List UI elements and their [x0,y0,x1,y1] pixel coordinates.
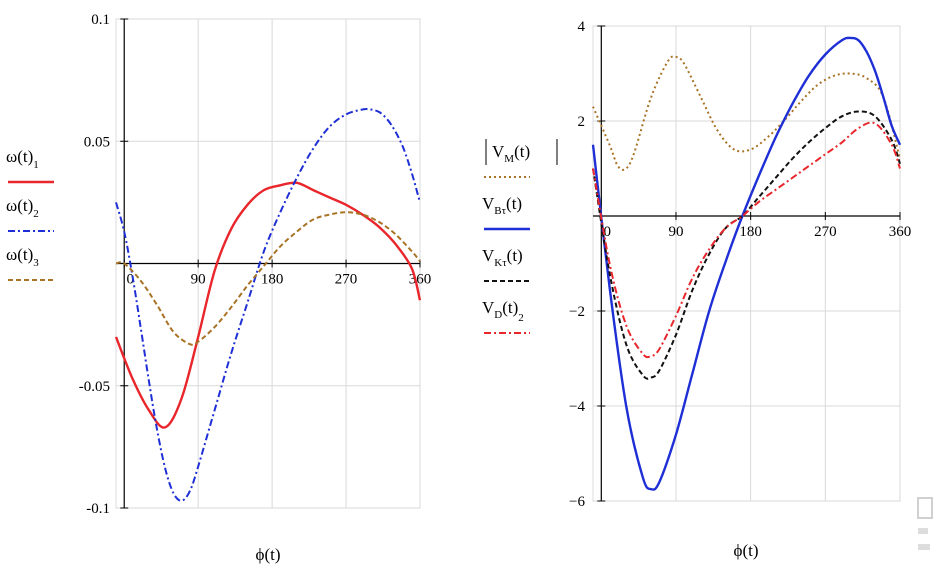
watermark-glyph [918,528,928,534]
y-tick-label: 0.05 [84,134,110,150]
x-tick-labels: 0 90 180 270 360 [126,272,431,288]
axes [116,18,421,509]
legend-subscript: 3 [33,257,39,269]
y-tick-labels: 0.1 0.05 -0.05 -0.1 [79,12,110,517]
legend-label: ω(t)3 [6,245,39,269]
y-tick-labels: 4 2 −2 −4 −6 [569,19,585,510]
legend-subscript: 1 [33,159,39,171]
x-tick-label: 0 [604,224,612,240]
watermark-glyph [917,497,933,519]
series-line-1 [114,181,422,429]
series-line-3 [592,110,901,380]
gridlines [593,25,901,502]
legend-label: VD(t)2 [482,298,524,324]
gridlines [116,18,421,509]
series-line-2 [591,36,902,491]
legend-name: V [482,298,495,317]
series-line-4 [592,121,901,359]
legend: VM(t)VBτ(t)VKτ(t)VD(t)2 [482,139,558,334]
series-line-3 [115,211,421,346]
x-tick-label: 360 [409,272,432,288]
omega-plot: 0.10.05-0.05-0.1 0 90 180 270 360 ω(t)1ω(t)2… [6,12,431,564]
x-tick-labels: 0 90 180 270 360 [604,224,912,240]
y-tick-label: −4 [569,399,585,415]
legend-name: ω(t) [6,245,33,264]
legend-subscript: Kτ [494,257,507,269]
y-tick-label: 2 [578,114,586,130]
legend-name: ω(t) [6,147,33,166]
series-line-1 [592,55,901,171]
legend-subscript: M [504,153,514,165]
watermark [917,497,933,550]
x-axis-label: ϕ(t) [734,541,759,560]
watermark-glyph [918,544,930,550]
legend-label: ω(t)1 [6,147,39,171]
legend-name: V [482,194,495,213]
legend-label: ω(t)2 [6,196,39,220]
series-lines [591,36,902,491]
y-tick-label: 0.1 [91,12,110,28]
x-tick-label: 180 [739,224,762,240]
y-tick-label: -0.05 [79,379,110,395]
legend-subscript: D [494,309,502,321]
y-tick-label: −6 [569,494,585,510]
series-line-2 [115,108,421,502]
x-tick-label: 270 [335,272,358,288]
plot-frame [592,25,901,502]
x-tick-label: 360 [889,224,912,240]
legend-label: VKτ(t) [482,246,523,269]
velocity-plot: 42−2−4−6 0 90 180 270 360 VM(t)VBτ(t)VKτ(t)V… [482,19,911,560]
legend-name: ω(t) [6,196,33,215]
legend-arg: (t) [506,194,522,213]
legend-label: VM(t) [492,142,530,165]
legend-label: VBτ(t) [482,194,522,217]
legend-subscript: 2 [33,208,39,220]
x-axis-label: ϕ(t) [256,545,281,564]
x-tick-label: 0 [126,272,134,288]
legend: ω(t)1ω(t)2ω(t)3 [6,147,54,281]
x-tick-label: 90 [191,272,206,288]
x-tick-label: 90 [668,224,683,240]
legend-name: V [492,142,505,161]
legend-arg: (t) [514,142,530,161]
legend-name: V [482,246,495,265]
y-tick-label: -0.1 [86,501,110,517]
legend-arg: (t) [507,246,523,265]
y-tick-label: −2 [569,304,585,320]
legend-subscript-2: 2 [518,312,524,324]
series-lines [114,108,422,502]
legend-arg: (t) [502,298,518,317]
legend-subscript: Bτ [494,205,506,217]
y-tick-label: 4 [578,19,586,35]
x-tick-label: 180 [261,272,284,288]
axes [593,25,901,502]
x-tick-label: 270 [814,224,837,240]
